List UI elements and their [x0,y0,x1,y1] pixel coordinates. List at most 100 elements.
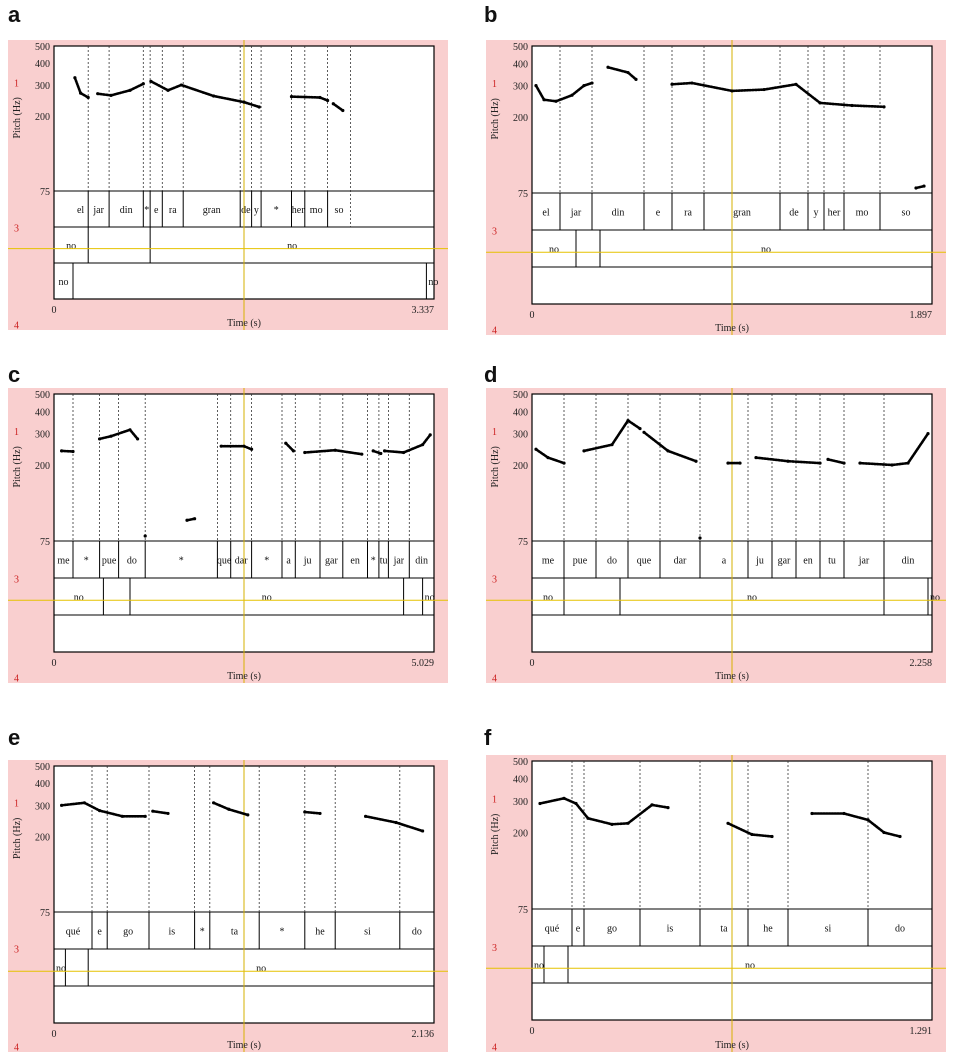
chart-panel-f: 500 400 300 200 75 Pitch (Hz) 1 3 4 qué e go is ta he s… [486,755,946,1052]
syllable-label: gran [203,205,221,216]
pitch-contour [538,796,670,826]
y-tick-label: 300 [513,82,528,93]
syllable-label: gar [325,556,338,567]
pitch-point [670,82,674,86]
pitch-point [193,517,197,521]
y-tick-label: 300 [35,430,50,441]
pitch-point [906,461,910,465]
pitch-point [303,450,307,455]
pitch-point [562,461,566,465]
y-tick-label: 500 [513,42,528,53]
syllable-label: e [656,208,661,219]
syllable-label: din [612,208,625,219]
pitch-point [898,834,902,839]
syllable-label: de [241,205,251,216]
syllable-label: * [144,205,149,216]
pitch-point [284,441,288,445]
pitch-point [570,93,574,97]
syllable-label: que [637,556,652,567]
syllable-label: e [576,924,581,935]
pitch-point [60,803,64,807]
side-label: 1 [492,79,497,90]
tier2-label: no [747,593,757,604]
side-label: 3 [14,223,19,234]
side-label: 1 [492,795,497,806]
pitch-point [371,449,375,453]
pitch-point [109,93,113,97]
x-tick-start: 0 [52,305,57,316]
syllable-label: si [825,924,832,935]
pitch-contour [151,809,170,815]
tier2-label: no [745,961,755,972]
pitch-contour [582,418,642,453]
side-label: 4 [492,674,497,683]
syllable-label: me [57,556,70,567]
x-tick-end: 1.897 [910,310,933,321]
syllable-label: ra [169,205,177,216]
y-tick-label: 300 [513,430,528,441]
pitch-point [318,95,322,100]
syllable-label: din [902,556,915,567]
side-label: 3 [492,575,497,586]
syllable-label: do [127,556,137,567]
pitch-point [866,818,870,822]
pitch-point [842,811,846,816]
pitch-point [250,447,254,451]
tier2-label: no [761,245,771,256]
y-axis-label: Pitch (Hz) [12,446,23,487]
syllable-label: din [120,205,133,216]
pitch-point [326,98,330,103]
syllable-label: gar [778,556,791,567]
pitch-point [96,92,100,96]
pitch-point [128,428,132,432]
pitch-point [246,813,250,817]
pitch-point [582,83,586,88]
pitch-point [109,434,113,438]
y-tick-label: 75 [518,189,528,200]
pitch-point [754,456,758,460]
pitch-point [128,88,132,92]
x-axis-label: Time (s) [227,318,261,329]
tier2-label: no [543,593,553,604]
tier2-label: no [287,241,297,252]
syllable-label: so [902,208,911,219]
pitch-point [786,459,790,463]
y-tick-label: 75 [518,905,528,916]
syllable-label: e [154,205,159,216]
pitch-point [141,82,145,86]
y-axis-label: Pitch (Hz) [12,97,23,138]
pitch-point [143,534,147,538]
pitch-point [242,100,246,104]
pitch-point [421,829,425,833]
syllable-label: pue [102,556,117,567]
pitch-point [554,99,558,103]
side-label: 3 [492,943,497,954]
pitch-point [882,830,886,835]
syllable-label: her [292,205,305,216]
y-tick-label: 400 [513,59,528,70]
x-axis-label: Time (s) [715,323,749,334]
side-label: 1 [14,799,19,810]
pitch-contour [98,428,139,441]
chart-panel-e: 500 400 300 200 75 Pitch (Hz) 1 3 4 qué e go is * ta * h… [8,760,448,1052]
pitch-point [794,82,798,86]
pitch-point [402,450,406,455]
syllable-label: * [84,556,89,567]
pitch-contour [60,449,75,453]
panel-letter-c: c [8,362,21,387]
pitch-point [770,834,774,839]
y-axis-label: Pitch (Hz) [490,446,501,487]
pitch-point [542,98,546,102]
pitch-contour [383,433,432,454]
tier2-label: no [534,961,544,972]
syllable-label: he [315,927,325,938]
pitch-point [394,820,398,825]
tier2-label: no [74,593,84,604]
side-label: 4 [492,1043,497,1052]
side-label: 4 [14,674,19,683]
pitch-point [303,810,307,814]
pitch-point [185,518,189,522]
y-tick-label: 300 [513,797,528,808]
syllable-label: mo [310,205,323,216]
